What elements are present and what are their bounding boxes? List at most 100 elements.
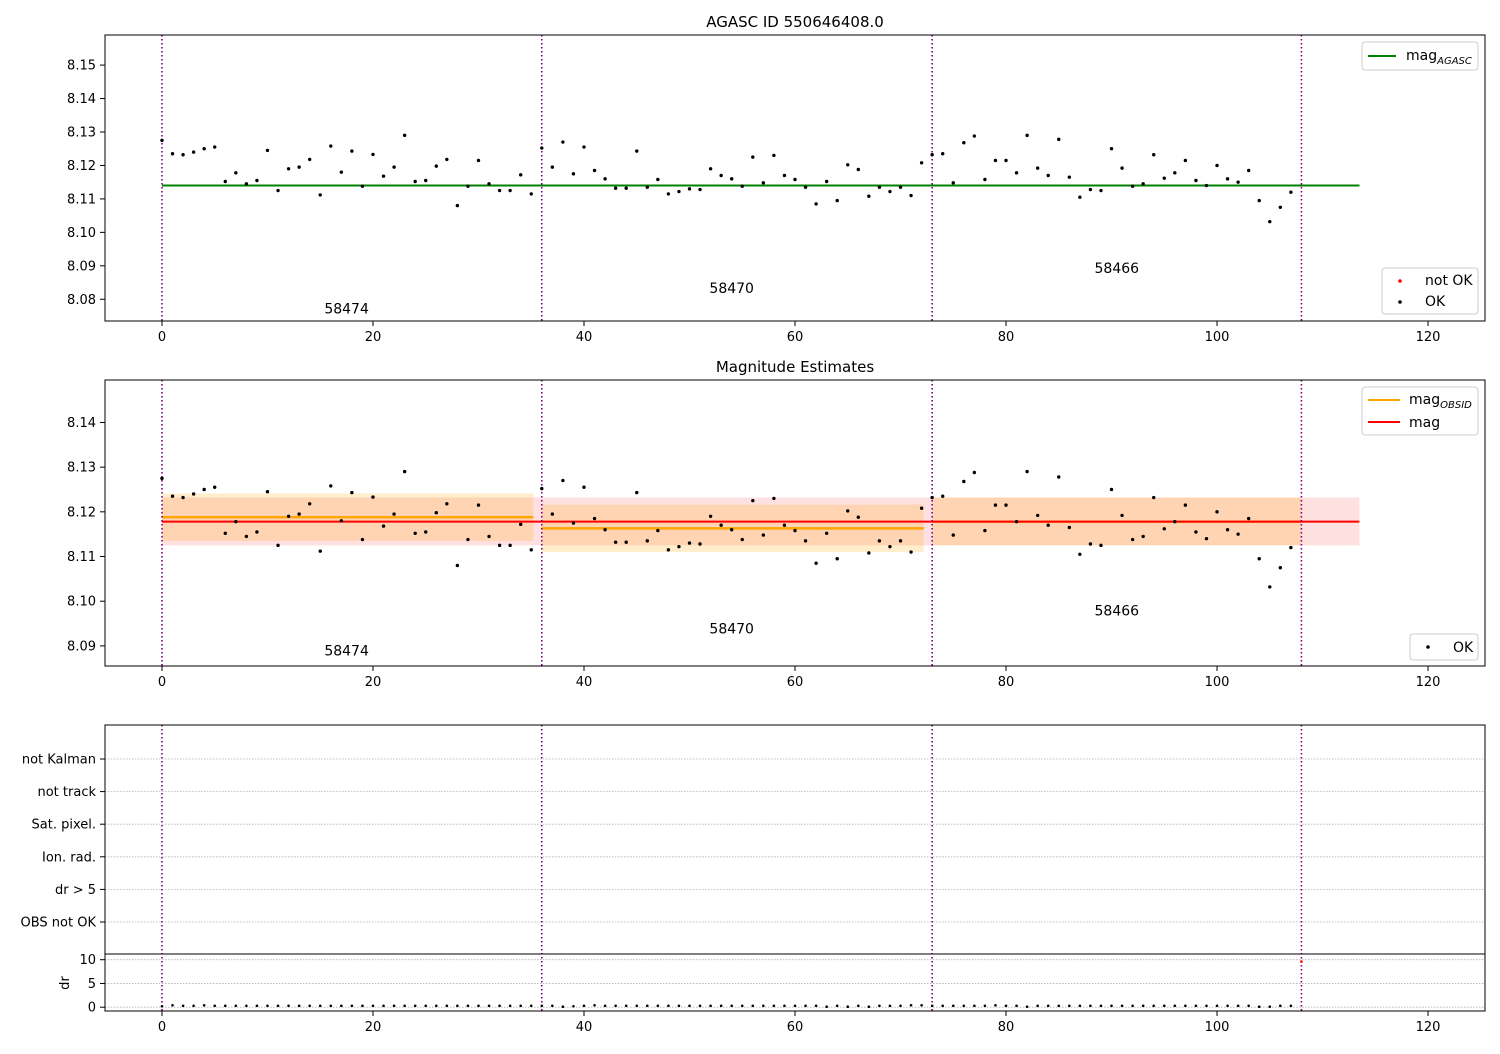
data-point	[1257, 557, 1261, 561]
y-tick-label: 8.13	[67, 461, 96, 476]
dr-point	[814, 1004, 818, 1008]
x-tick-label: 20	[365, 330, 382, 345]
dr-point	[255, 1004, 259, 1008]
data-point	[497, 543, 502, 548]
x-tick-label: 20	[365, 675, 382, 690]
data-point	[666, 548, 671, 552]
legend-mag-obsid-label: magOBSID	[1409, 392, 1472, 411]
data-point	[160, 138, 164, 143]
data-point	[793, 177, 797, 182]
x-tick-label: 120	[1416, 675, 1441, 690]
data-point	[1141, 182, 1145, 186]
data-point	[476, 503, 481, 507]
y-tick-label: 8.14	[67, 416, 96, 431]
dr-point	[1078, 1004, 1082, 1008]
dr-point	[1226, 1004, 1229, 1008]
data-point	[708, 514, 713, 518]
data-point	[497, 188, 502, 193]
data-point	[1057, 475, 1061, 479]
data-point	[540, 486, 544, 491]
data-point	[413, 531, 417, 535]
data-point	[276, 188, 280, 193]
dr-point	[994, 1004, 997, 1007]
data-point	[983, 177, 987, 182]
data-point	[814, 202, 818, 206]
dr-point	[466, 1004, 470, 1008]
x-tick-label: 40	[576, 330, 593, 345]
data-point	[962, 479, 966, 484]
data-point	[1109, 147, 1114, 151]
data-point	[888, 544, 892, 549]
dr-point	[951, 1004, 955, 1008]
dr-point	[624, 1004, 628, 1008]
dr-point	[192, 1004, 195, 1008]
dr-point	[392, 1004, 396, 1008]
dr-point	[1046, 1004, 1050, 1008]
flag-label: not track	[37, 785, 96, 800]
dr-point	[1131, 1004, 1134, 1008]
x-tick-label: 40	[576, 1020, 593, 1035]
dr-point	[962, 1004, 966, 1008]
data-point	[1120, 166, 1124, 170]
data-point	[624, 186, 628, 190]
data-point	[307, 502, 312, 506]
data-point	[540, 146, 544, 150]
dr-tick-label: 5	[88, 977, 96, 992]
flag-label: Sat. pixel.	[32, 818, 96, 833]
data-point	[919, 506, 924, 510]
data-point	[993, 158, 998, 163]
dr-point	[793, 1004, 797, 1008]
dr-point	[1110, 1004, 1113, 1008]
data-point	[202, 487, 206, 492]
data-point	[1099, 188, 1103, 193]
data-point	[402, 469, 407, 474]
data-point	[824, 179, 829, 184]
dr-point	[1068, 1004, 1071, 1008]
data-point	[972, 470, 977, 475]
data-point	[951, 533, 955, 537]
dr-point	[529, 1004, 533, 1008]
data-point	[276, 543, 280, 548]
dr-point	[909, 1004, 913, 1007]
dr-point	[266, 1004, 269, 1008]
data-point	[930, 495, 934, 500]
obsid-label: 58470	[709, 281, 754, 297]
data-point	[434, 511, 438, 515]
legend-ok-label: OK	[1425, 294, 1446, 310]
data-point	[1215, 510, 1219, 514]
data-point	[846, 163, 850, 167]
data-point	[191, 150, 196, 154]
legend-mag-agasc-label: magAGASC	[1406, 48, 1472, 67]
dr-point	[1268, 1005, 1272, 1009]
data-point	[1278, 565, 1283, 570]
dr-point	[1120, 1004, 1124, 1008]
dr-point	[930, 1004, 934, 1008]
dr-point	[762, 1004, 765, 1008]
y-tick-label: 8.10	[67, 226, 96, 241]
obsid-label: 58474	[324, 644, 369, 660]
panel3-flags: not Kalman not track Sat. pixel. Ion. rad. d…	[21, 724, 1486, 1035]
dr-point	[740, 1004, 744, 1008]
dr-point	[1184, 1004, 1187, 1008]
data-point	[782, 523, 787, 527]
data-point	[1088, 542, 1093, 546]
y-tick-label: 8.12	[67, 505, 96, 520]
data-point	[993, 503, 998, 507]
dr-point	[1015, 1004, 1018, 1008]
data-point	[793, 528, 797, 533]
dr-tick-label: 10	[79, 953, 96, 968]
data-point	[824, 531, 829, 535]
data-point	[941, 152, 945, 156]
dr-point	[234, 1004, 238, 1008]
data-point	[1268, 219, 1272, 224]
x-tick-label: 0	[158, 675, 166, 690]
data-point	[1162, 527, 1166, 531]
data-point	[1194, 530, 1198, 534]
dr-point	[857, 1004, 860, 1008]
data-point	[1236, 532, 1240, 536]
data-point	[729, 528, 734, 532]
x-tick-label: 80	[998, 1020, 1015, 1035]
data-point	[213, 145, 217, 149]
data-point	[434, 164, 438, 168]
dr-point	[1300, 960, 1303, 963]
